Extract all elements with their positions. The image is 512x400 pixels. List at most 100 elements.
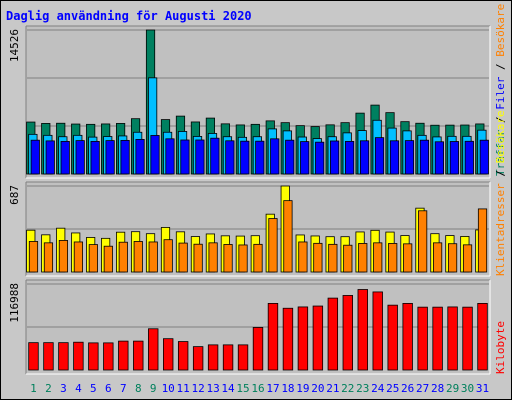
- bar-kilobyte-day-30: [462, 306, 473, 371]
- bottom-legend-label: Kilobyte: [494, 321, 507, 374]
- x-tick-label: 3: [60, 382, 67, 395]
- bar-besökare-day-3: [58, 240, 69, 273]
- x-tick-label: 24: [371, 382, 385, 395]
- bar-kilobyte-day-6: [103, 342, 114, 371]
- bar-kilobyte-day-17: [267, 302, 279, 371]
- bar-sidor-day-14: [225, 140, 235, 175]
- chart-title: Daglig användning för Augusti 2020: [6, 9, 252, 23]
- bar-sidor-day-29: [449, 141, 459, 175]
- x-tick-label: 8: [135, 382, 142, 395]
- x-tick-label: 28: [431, 382, 444, 395]
- bar-sidor-day-19: [300, 141, 310, 175]
- bar-sidor-day-27: [419, 139, 430, 175]
- bar-kilobyte-day-8: [133, 340, 144, 371]
- bar-besökare-day-18: [283, 200, 293, 273]
- bar-sidor-day-20: [315, 141, 325, 175]
- bar-sidor-day-12: [195, 139, 205, 175]
- x-tick-label: 12: [192, 382, 205, 395]
- bar-kilobyte-day-9: [148, 328, 159, 371]
- bar-besökare-day-28: [433, 242, 443, 273]
- bar-kilobyte-day-25: [387, 304, 398, 371]
- bar-kilobyte-day-20: [312, 305, 324, 371]
- x-tick-label: 30: [461, 382, 474, 395]
- bar-besökare-day-5: [88, 244, 98, 273]
- x-tick-label: 5: [90, 382, 97, 395]
- right-side-labels: Träffar / Filer / Besökare / SidorKlient…: [494, 0, 507, 374]
- bar-besökare-day-12: [193, 243, 203, 273]
- x-tick-label: 11: [177, 382, 190, 395]
- bar-sidor-day-22: [345, 140, 355, 175]
- bar-kilobyte-day-3: [58, 342, 69, 371]
- bar-sidor-day-17: [270, 138, 280, 175]
- bar-besökare-day-14: [223, 244, 233, 273]
- bar-besökare-day-20: [313, 242, 323, 273]
- bar-kilobyte-day-22: [342, 295, 353, 371]
- x-tick-label: 1: [30, 382, 37, 395]
- bar-kilobyte-day-11: [177, 341, 189, 371]
- x-tick-label: 21: [326, 382, 339, 395]
- x-tick-label: 17: [266, 382, 279, 395]
- x-tick-label: 20: [311, 382, 324, 395]
- top-panel: 14526: [8, 25, 491, 179]
- x-tick-label: 23: [356, 382, 369, 395]
- bar-besökare-day-29: [447, 243, 458, 273]
- bar-besökare-day-22: [343, 244, 353, 273]
- bar-sidor-day-7: [120, 139, 130, 175]
- bar-besökare-day-17: [268, 218, 278, 273]
- y-max-label: 14526: [8, 29, 21, 62]
- bar-kilobyte-day-29: [447, 306, 458, 371]
- bar-kilobyte-day-21: [327, 297, 339, 371]
- bar-sidor-day-3: [60, 140, 70, 175]
- x-tick-label: 31: [476, 382, 489, 395]
- top-legend-label: Träffar / Filer / Besökare / Sidor: [494, 0, 507, 176]
- bar-kilobyte-day-26: [402, 302, 413, 371]
- bar-besökare-day-6: [103, 245, 113, 273]
- x-tick-label: 25: [386, 382, 399, 395]
- bar-besökare-day-31: [477, 208, 488, 273]
- bar-besökare-day-21: [328, 243, 338, 273]
- bar-kilobyte-day-28: [432, 306, 443, 371]
- x-tick-label: 6: [105, 382, 112, 395]
- x-tick-label: 7: [120, 382, 127, 395]
- x-tick-label: 22: [341, 382, 354, 395]
- bar-kilobyte-day-15: [237, 344, 249, 371]
- bar-besökare-day-4: [73, 241, 83, 273]
- bar-sidor-day-26: [404, 140, 415, 175]
- bar-sidor-day-30: [464, 140, 474, 175]
- bar-kilobyte-day-1: [28, 342, 39, 371]
- bar-kilobyte-day-2: [43, 342, 54, 371]
- x-tick-label: 10: [162, 382, 175, 395]
- x-tick-label: 29: [446, 382, 459, 395]
- bar-besökare-day-8: [133, 241, 143, 273]
- bar-besökare-day-15: [238, 244, 248, 273]
- bar-sidor-day-10: [165, 138, 175, 175]
- bar-besökare-day-9: [148, 241, 158, 273]
- x-tick-label: 18: [281, 382, 294, 395]
- bar-sidor-day-9: [150, 135, 160, 175]
- bar-sidor-day-21: [330, 140, 340, 175]
- bar-kilobyte-day-31: [477, 302, 488, 371]
- x-tick-label: 4: [75, 382, 82, 395]
- x-axis-labels: 1 2 3 4 5 6 7 8 9 10 11 12 13 14 15 16 17 18 19 20 21 22 23 24 2…: [30, 382, 489, 395]
- x-tick-label: 19: [296, 382, 309, 395]
- middle-legend-label: Klientadresser / Besökare: [494, 110, 507, 276]
- bar-kilobyte-day-27: [417, 306, 428, 371]
- bar-kilobyte-day-14: [222, 344, 234, 371]
- bar-kilobyte-day-23: [357, 289, 368, 371]
- bar-kilobyte-day-5: [88, 342, 99, 371]
- bottom-panel: 116988: [8, 279, 491, 375]
- bar-besökare-day-16: [253, 243, 263, 273]
- bar-sidor-day-31: [479, 139, 489, 175]
- bar-kilobyte-day-10: [162, 338, 174, 371]
- bar-besökare-day-11: [178, 242, 188, 273]
- bar-kilobyte-day-19: [297, 306, 309, 371]
- bar-sidor-day-23: [359, 140, 370, 175]
- x-tick-label: 2: [45, 382, 52, 395]
- x-tick-label: 16: [251, 382, 264, 395]
- bar-sidor-day-6: [105, 140, 115, 175]
- bar-besökare-day-13: [208, 242, 218, 273]
- bar-sidor-day-24: [374, 137, 385, 175]
- bar-besökare-day-2: [43, 242, 54, 273]
- middle-panel: 687: [8, 181, 491, 277]
- x-tick-label: 26: [401, 382, 414, 395]
